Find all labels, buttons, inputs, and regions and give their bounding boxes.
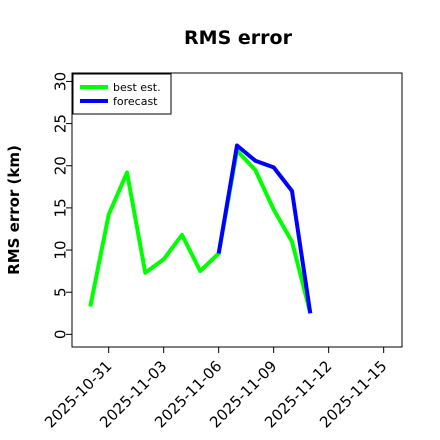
y-axis-ticks: 0 5 10 15 20 25 30 [51,72,72,339]
y-tick-label: 30 [51,72,69,91]
legend-label-best-est: best est. [113,81,161,94]
legend-label-forecast: forecast [113,95,158,108]
plot-area-frame [71,72,403,348]
y-tick-label: 10 [51,240,69,259]
legend-box [72,73,172,115]
series-lines [88,143,313,314]
x-axis-ticks: 2025-10-312025-11-032025-11-062025-11-09… [41,347,390,431]
series-line-best-est [88,148,313,314]
series-line-forecast [216,143,313,314]
chart-title: RMS error [184,27,293,49]
y-axis-label: RMS error (km) [5,145,23,275]
y-tick-label: 0 [51,330,69,340]
y-tick-label: 15 [51,198,69,217]
y-tick-label: 20 [51,156,69,175]
y-tick-label: 25 [51,114,69,133]
y-tick-label: 5 [51,287,69,297]
legend: best est. forecast [72,73,172,115]
